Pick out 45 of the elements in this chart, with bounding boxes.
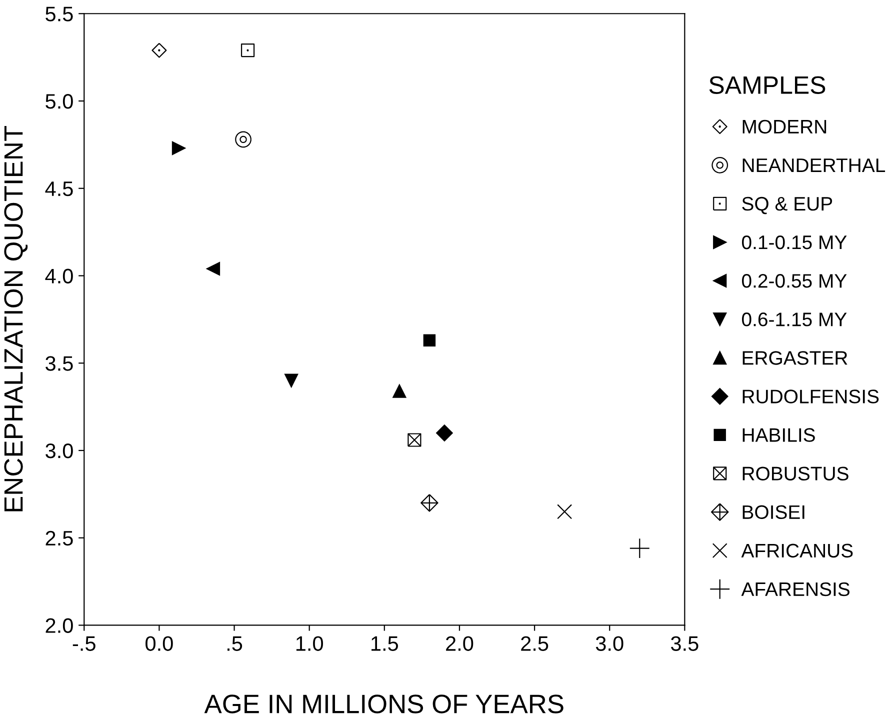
- y-tick-label: 3.0: [46, 443, 73, 458]
- x-tick-label: 0.0: [146, 636, 173, 651]
- legend-label: ERGASTER: [742, 351, 848, 365]
- y-tick-label: 5.5: [46, 6, 73, 22]
- x-tick-label: 1.5: [372, 636, 398, 651]
- x-tick-label: -.5: [72, 636, 96, 651]
- point: [420, 494, 438, 512]
- point: [152, 42, 167, 58]
- point: [240, 44, 255, 58]
- x-tick-label: 3.0: [596, 636, 624, 651]
- x-tick-label: 2.5: [521, 636, 548, 651]
- legend-label: 0.6-1.15 MY: [742, 312, 847, 326]
- point: [629, 538, 650, 559]
- point: [284, 374, 298, 388]
- point: [423, 334, 436, 347]
- legend-label: BOISEI: [742, 505, 804, 520]
- y-tick-label: 4.0: [45, 268, 73, 284]
- legend-label: RUDOLFENSIS: [742, 390, 879, 404]
- legend-label: AFARENSIS: [741, 582, 850, 596]
- legend-label: HABILIS: [742, 428, 815, 442]
- y-tick-label: 2.5: [46, 530, 73, 546]
- x-tick-label: 2.0: [446, 636, 474, 651]
- x-axis-title: AGE IN MILLIONS OF YEARS: [204, 694, 564, 714]
- y-tick-label: 4.5: [45, 182, 73, 196]
- legend-label: 0.1-0.15 MY: [742, 235, 847, 250]
- y-tick-label: 2.0: [46, 618, 73, 633]
- point: [206, 262, 220, 276]
- legend-label: ROBUSTUS: [742, 466, 848, 480]
- x-tick-label: 3.5: [670, 636, 698, 651]
- x-tick-label: 1.0: [296, 636, 323, 651]
- legend-label: MODERN: [742, 120, 826, 134]
- point: [392, 384, 406, 398]
- y-tick-label: 5.0: [46, 94, 73, 109]
- legend-title: SAMPLES: [709, 76, 826, 94]
- legend-label: AFRICANUS: [741, 544, 853, 558]
- legend-label: NEANDERTHAL: [742, 158, 886, 172]
- x-tick-label: .5: [227, 636, 242, 651]
- legend-label: 0.2-0.55 MY: [742, 274, 847, 288]
- point: [557, 504, 572, 520]
- point: [436, 424, 453, 442]
- point: [172, 141, 186, 155]
- y-axis-title: ENCEPHALIZATION QUOTIENT: [4, 126, 28, 512]
- point: [408, 433, 422, 447]
- y-tick-label: 3.5: [46, 356, 73, 371]
- legend-label: SQ & EUP: [742, 196, 832, 214]
